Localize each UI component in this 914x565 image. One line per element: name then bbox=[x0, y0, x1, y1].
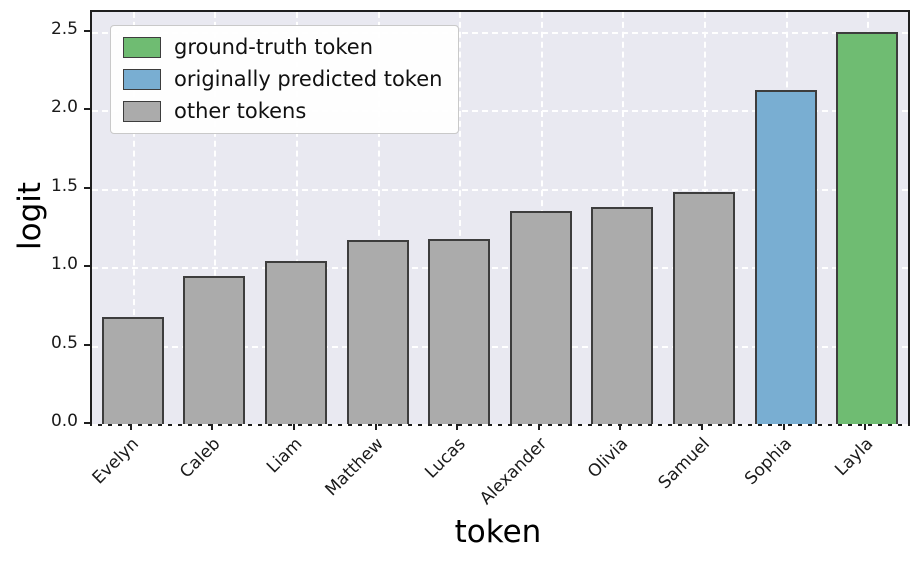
legend-item-predicted: originally predicted token bbox=[123, 67, 443, 92]
bar-samuel bbox=[673, 191, 735, 424]
legend-label: originally predicted token bbox=[174, 67, 443, 92]
bar-layla bbox=[836, 31, 899, 424]
h-gridline bbox=[92, 31, 908, 34]
h-gridline bbox=[92, 110, 908, 113]
y-tick-label: 0.0 bbox=[50, 411, 78, 431]
legend-swatch-predicted bbox=[123, 69, 161, 91]
y-tick-mark bbox=[84, 29, 90, 32]
x-tick-mark bbox=[701, 424, 703, 430]
x-tick-label: Caleb bbox=[176, 434, 225, 483]
bar-olivia bbox=[591, 207, 654, 424]
x-tick-label: Olivia bbox=[584, 434, 633, 483]
legend-swatch-other bbox=[123, 101, 161, 123]
v-gridline bbox=[377, 12, 380, 424]
v-gridline bbox=[214, 12, 217, 424]
x-axis-label: token bbox=[454, 514, 542, 550]
h-gridline bbox=[92, 345, 908, 348]
legend-label: ground-truth token bbox=[174, 35, 373, 59]
bar-caleb bbox=[183, 276, 246, 424]
bar-sophia bbox=[754, 89, 817, 424]
y-tick-label: 2.5 bbox=[50, 18, 78, 39]
x-tick-label: Matthew bbox=[321, 434, 388, 501]
y-tick-mark bbox=[84, 265, 90, 268]
y-tick-mark bbox=[84, 108, 90, 111]
x-tick-label: Liam bbox=[262, 434, 307, 478]
y-axis-label: logit bbox=[12, 181, 48, 251]
y-tick-label: 2.0 bbox=[50, 97, 78, 118]
legend: ground-truth token originally predicted t… bbox=[110, 25, 460, 135]
h-gridline bbox=[92, 188, 908, 191]
y-tick-mark bbox=[84, 422, 90, 424]
x-axis-ticks: Evelyn Caleb Liam Matthew Lucas Alexander Oliv… bbox=[88, 424, 906, 514]
bar-lucas bbox=[428, 238, 491, 424]
v-gridline bbox=[132, 12, 135, 424]
x-tick-label: Sophia bbox=[740, 434, 796, 490]
x-tick-mark bbox=[864, 424, 867, 430]
legend-swatch-ground_truth bbox=[123, 37, 161, 59]
v-gridline bbox=[459, 12, 462, 424]
x-tick-mark bbox=[129, 424, 132, 430]
x-tick-label: Alexander bbox=[475, 434, 551, 509]
x-tick-mark bbox=[374, 424, 377, 430]
bar-matthew bbox=[346, 240, 409, 424]
x-tick-label: Evelyn bbox=[88, 434, 143, 489]
x-tick-mark bbox=[293, 424, 295, 430]
x-tick-mark bbox=[619, 424, 622, 430]
legend-label: other tokens bbox=[174, 99, 307, 124]
x-tick-mark bbox=[211, 424, 214, 430]
y-tick-mark bbox=[84, 343, 90, 346]
bar-liam bbox=[265, 260, 327, 424]
v-gridline bbox=[296, 12, 298, 424]
bar-evelyn bbox=[101, 317, 164, 424]
y-tick-label: 1.5 bbox=[50, 175, 78, 196]
x-tick-mark bbox=[782, 424, 785, 430]
x-tick-label: Lucas bbox=[420, 434, 470, 483]
legend-item-ground_truth: ground-truth token bbox=[123, 35, 442, 59]
legend-item-other: other tokens bbox=[123, 100, 442, 123]
x-tick-label: Samuel bbox=[654, 434, 715, 494]
x-tick-label: Layla bbox=[831, 434, 878, 481]
h-gridline bbox=[92, 424, 908, 426]
h-gridline bbox=[92, 267, 908, 270]
y-tick-mark bbox=[84, 186, 90, 189]
x-tick-mark bbox=[537, 424, 540, 430]
x-tick-mark bbox=[456, 424, 459, 430]
y-tick-label: 0.5 bbox=[50, 332, 78, 353]
y-tick-label: 1.0 bbox=[50, 254, 78, 275]
plot-area: ground-truth token originally predicted t… bbox=[90, 10, 910, 426]
bar-alexander bbox=[509, 210, 572, 424]
